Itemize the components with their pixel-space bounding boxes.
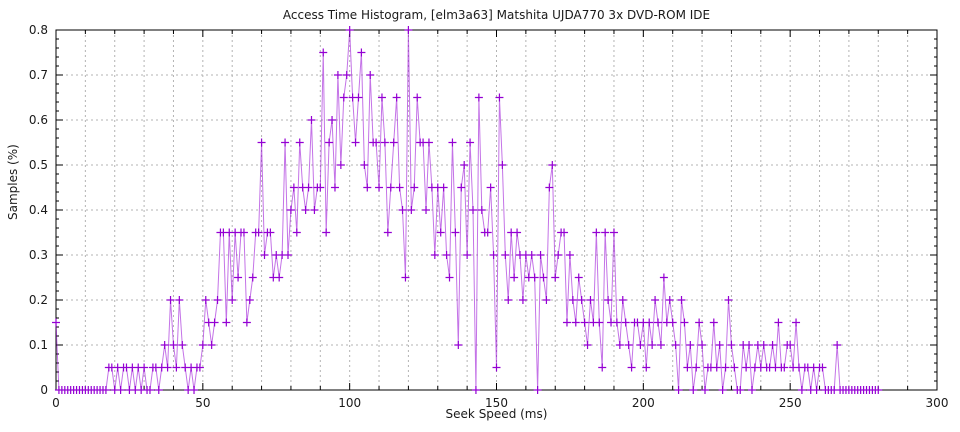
y-tick-label: 0.1 — [29, 338, 48, 352]
y-tick-label: 0 — [40, 383, 48, 397]
y-tick-label: 0.4 — [29, 203, 48, 217]
x-axis-label: Seek Speed (ms) — [445, 407, 548, 421]
y-tick-label: 0.6 — [29, 113, 48, 127]
x-tick-label: 0 — [52, 396, 60, 410]
x-tick-label: 100 — [338, 396, 361, 410]
tick-labels: 0 50 100 150 200 250 300 0 0.1 0.2 0.3 0.4 0.5 0.6 0.7… — [29, 23, 949, 410]
y-tick-label: 0.8 — [29, 23, 48, 37]
series-plus-markers — [52, 26, 883, 394]
y-axis-label: Samples (%) — [6, 144, 20, 220]
x-tick-label: 150 — [485, 396, 508, 410]
y-tick-label: 0.5 — [29, 158, 48, 172]
data-series — [52, 26, 883, 394]
x-tick-label: 250 — [779, 396, 802, 410]
x-tick-label: 300 — [926, 396, 949, 410]
y-tick-label: 0.2 — [29, 293, 48, 307]
x-tick-label: 200 — [632, 396, 655, 410]
chart-title: Access Time Histogram, [elm3a63] Matshit… — [282, 8, 711, 22]
axis-ticks — [55, 29, 938, 391]
y-tick-label: 0.7 — [29, 68, 48, 82]
grid-lines — [56, 30, 937, 390]
y-tick-label: 0.3 — [29, 248, 48, 262]
x-tick-label: 50 — [195, 396, 210, 410]
